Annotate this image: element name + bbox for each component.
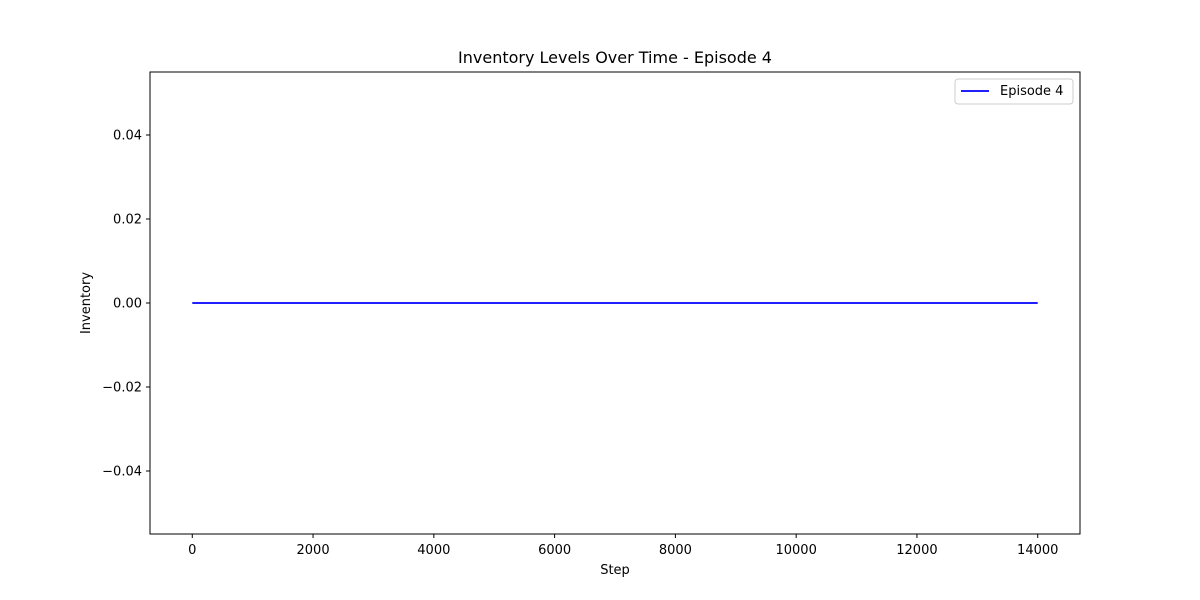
y-tick-label: 0.04 (113, 129, 142, 144)
y-tick-label: 0.00 (113, 297, 142, 312)
y-axis-label: Inventory (79, 272, 94, 334)
x-tick-label: 12000 (896, 543, 937, 558)
x-tick-label: 0 (188, 543, 196, 558)
legend: Episode 4 (954, 78, 1074, 105)
y-tick-label: 0.02 (113, 213, 142, 228)
x-tick-label: 4000 (417, 543, 450, 558)
y-tick-label: −0.02 (102, 381, 142, 396)
y-tick-label: −0.04 (102, 465, 142, 480)
x-tick-label: 2000 (297, 543, 330, 558)
x-axis-label: Step (600, 563, 630, 578)
legend-entry-episode-4: Episode 4 (1000, 84, 1063, 99)
x-axis-ticks: 0 2000 4000 6000 8000 10000 12000 14000 (188, 534, 1058, 558)
chart-title: Inventory Levels Over Time - Episode 4 (458, 48, 772, 67)
y-axis-ticks: −0.04 −0.02 0.00 0.02 0.04 (102, 129, 150, 480)
x-tick-label: 6000 (538, 543, 571, 558)
x-tick-label: 14000 (1017, 543, 1058, 558)
x-tick-label: 10000 (775, 543, 816, 558)
plot-area (149, 71, 1081, 535)
legend-box (954, 78, 1074, 105)
x-tick-label: 8000 (659, 543, 692, 558)
